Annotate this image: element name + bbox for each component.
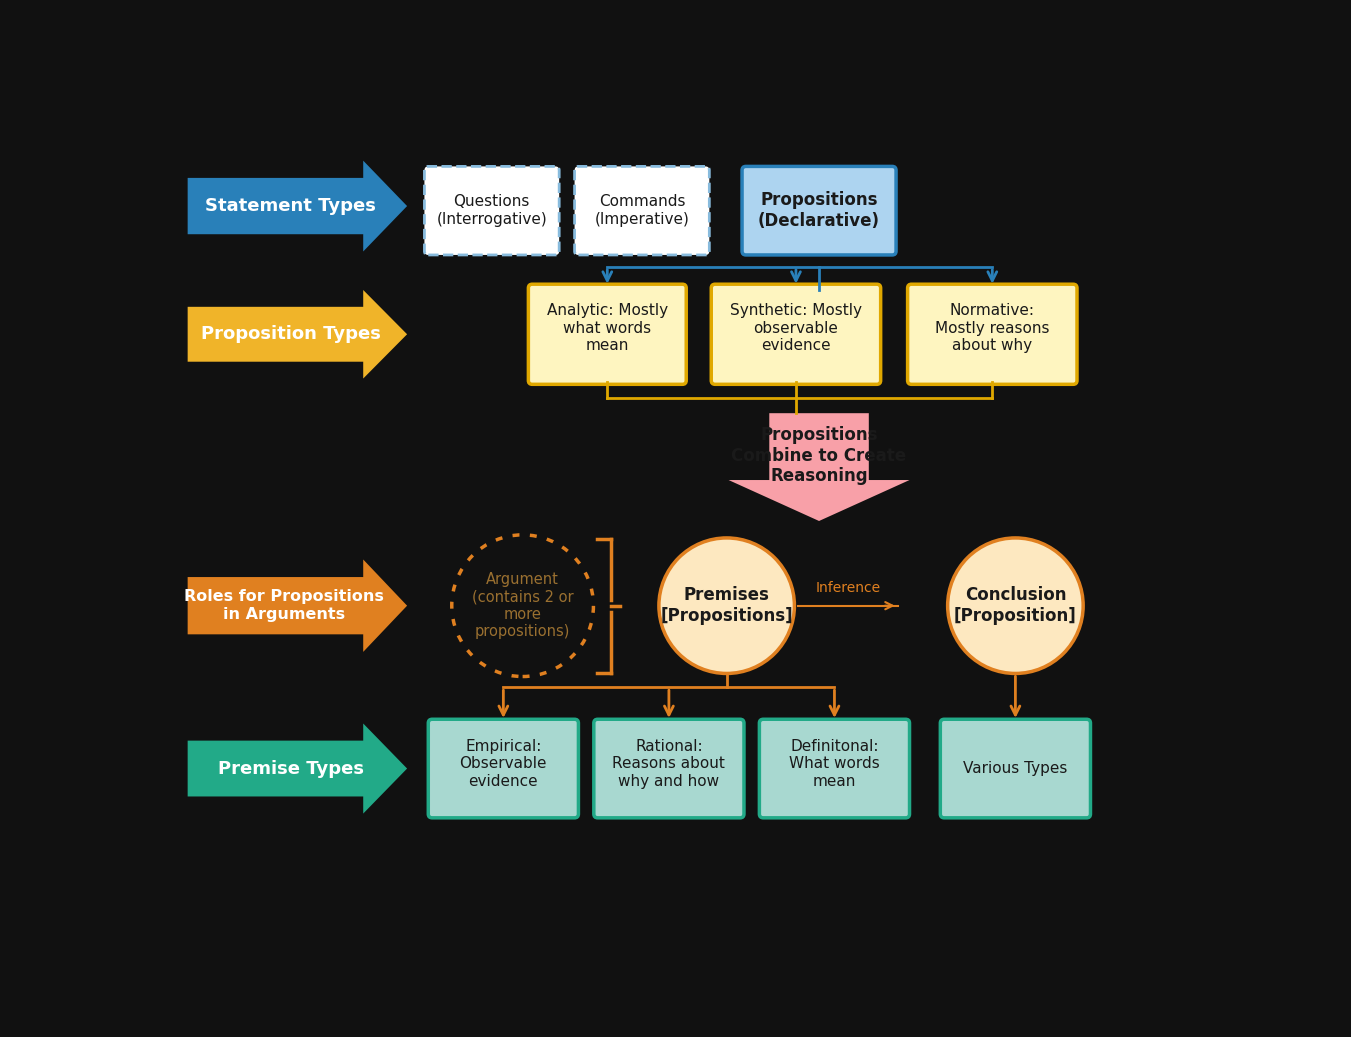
FancyBboxPatch shape (528, 284, 686, 385)
Circle shape (659, 538, 794, 673)
FancyBboxPatch shape (940, 720, 1090, 818)
Text: Roles for Propositions
in Arguments: Roles for Propositions in Arguments (184, 589, 384, 622)
FancyBboxPatch shape (742, 166, 896, 255)
Text: Propositions
Combine to Create
Reasoning: Propositions Combine to Create Reasoning (731, 426, 907, 485)
Polygon shape (188, 724, 407, 814)
Text: Argument
(contains 2 or
more
propositions): Argument (contains 2 or more proposition… (471, 572, 573, 639)
Text: Various Types: Various Types (963, 761, 1067, 776)
Text: Statement Types: Statement Types (205, 197, 376, 215)
FancyBboxPatch shape (711, 284, 881, 385)
Polygon shape (728, 413, 909, 521)
Text: Conclusion
[Proposition]: Conclusion [Proposition] (954, 586, 1077, 625)
Circle shape (947, 538, 1084, 673)
Text: Rational:
Reasons about
why and how: Rational: Reasons about why and how (612, 739, 725, 789)
Polygon shape (188, 161, 407, 252)
FancyBboxPatch shape (424, 166, 559, 255)
Text: Propositions
(Declarative): Propositions (Declarative) (758, 191, 880, 230)
FancyBboxPatch shape (759, 720, 909, 818)
Polygon shape (188, 290, 407, 379)
Text: Premise Types: Premise Types (218, 759, 363, 778)
FancyBboxPatch shape (908, 284, 1077, 385)
Text: Empirical:
Observable
evidence: Empirical: Observable evidence (459, 739, 547, 789)
Polygon shape (188, 560, 407, 652)
FancyBboxPatch shape (594, 720, 744, 818)
Text: Normative:
Mostly reasons
about why: Normative: Mostly reasons about why (935, 303, 1050, 353)
FancyBboxPatch shape (428, 720, 578, 818)
Text: Definitonal:
What words
mean: Definitonal: What words mean (789, 739, 880, 789)
Text: Inference: Inference (816, 581, 881, 595)
Text: Commands
(Imperative): Commands (Imperative) (594, 195, 689, 227)
Text: Questions
(Interrogative): Questions (Interrogative) (436, 195, 547, 227)
FancyBboxPatch shape (574, 166, 709, 255)
Text: Analytic: Mostly
what words
mean: Analytic: Mostly what words mean (547, 303, 667, 353)
Text: Synthetic: Mostly
observable
evidence: Synthetic: Mostly observable evidence (730, 303, 862, 353)
Text: Premises
[Propositions]: Premises [Propositions] (661, 586, 793, 625)
Text: Proposition Types: Proposition Types (201, 326, 381, 343)
